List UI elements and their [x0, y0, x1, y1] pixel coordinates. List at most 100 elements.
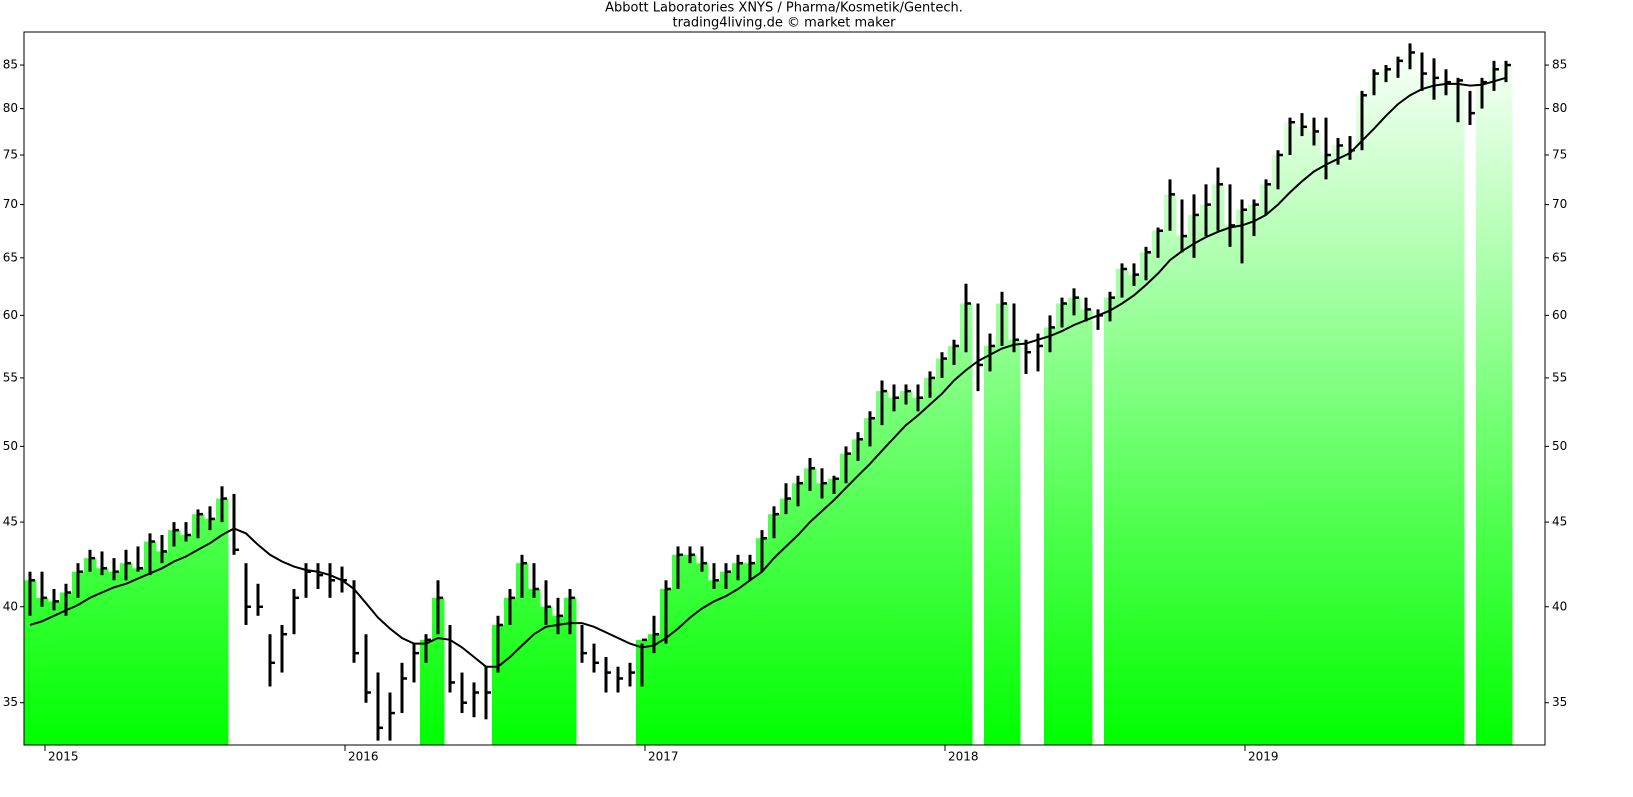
trend-fill: [996, 303, 1009, 745]
trend-fill: [204, 518, 217, 745]
y-tick-label-right: 65: [1552, 250, 1567, 264]
y-tick-label-right: 85: [1552, 58, 1567, 72]
trend-fill: [1500, 65, 1513, 746]
y-tick-label: 55: [3, 370, 18, 384]
x-tick-label: 2018: [948, 750, 979, 764]
trend-fill: [1164, 194, 1177, 746]
chart-title: Abbott Laboratories XNYS / Pharma/Kosmet…: [605, 1, 963, 16]
x-tick-label: 2017: [648, 750, 679, 764]
y-tick-label-right: 80: [1552, 101, 1567, 115]
y-tick-label: 70: [3, 197, 18, 211]
y-tick-label: 35: [3, 695, 18, 709]
trend-fill: [1116, 268, 1129, 745]
trend-fill: [84, 558, 97, 745]
trend-fill: [72, 571, 85, 745]
trend-fill: [888, 397, 901, 745]
trend-fill: [636, 639, 649, 745]
trend-fill: [804, 468, 817, 745]
trend-fill: [1176, 236, 1189, 745]
trend-fill: [1272, 154, 1285, 746]
y-tick-label-right: 35: [1552, 695, 1567, 709]
y-tick-label: 50: [3, 439, 18, 453]
trend-fill: [1128, 274, 1141, 745]
trend-fill: [1140, 252, 1153, 745]
trend-fill: [1356, 95, 1369, 746]
trend-fill: [840, 453, 853, 745]
trend-fill: [1056, 303, 1069, 745]
trend-fill: [1404, 52, 1417, 745]
trend-fill: [792, 483, 805, 745]
trend-fill: [1416, 73, 1429, 745]
trend-fill: [156, 551, 169, 745]
y-tick-label: 45: [3, 515, 18, 529]
trend-fill: [132, 568, 145, 745]
x-tick-label: 2016: [348, 750, 379, 764]
trend-fill: [420, 639, 433, 745]
trend-fill: [144, 541, 157, 745]
trend-fill: [432, 597, 445, 745]
y-tick-label-right: 60: [1552, 308, 1567, 322]
trend-fill: [852, 439, 865, 745]
trend-fill: [912, 397, 925, 745]
trend-fill: [1428, 77, 1441, 746]
trend-fill: [96, 568, 109, 745]
y-tick-label: 85: [3, 58, 18, 72]
trend-fill: [984, 345, 997, 745]
trend-fill: [1440, 82, 1453, 746]
trend-fill: [756, 538, 769, 745]
trend-fill: [696, 563, 709, 745]
moving-average: [29, 76, 1507, 668]
trend-fill: [684, 554, 697, 745]
trend-fill: [168, 530, 181, 745]
y-tick-label-right: 45: [1552, 515, 1567, 529]
trend-fill: [1320, 154, 1333, 746]
trend-fill: [1308, 131, 1321, 745]
trend-fill: [672, 554, 685, 745]
trend-fill: [1152, 230, 1165, 746]
trend-fill: [660, 589, 673, 745]
trend-fill: [120, 563, 133, 745]
trend-fill: [504, 597, 517, 745]
trend-fill: [564, 597, 577, 745]
trend-fill: [1392, 60, 1405, 745]
trend-fill: [720, 571, 733, 745]
trend-fill: [48, 601, 61, 745]
trend-fill: [780, 498, 793, 745]
trend-fill: [1212, 184, 1225, 745]
trend-fill: [1248, 204, 1261, 745]
trend-fill: [1236, 209, 1249, 745]
trend-fill: [1224, 225, 1237, 745]
y-tick-label: 80: [3, 101, 18, 115]
y-tick-label: 65: [3, 250, 18, 264]
x-tick-label: 2019: [1248, 750, 1279, 764]
y-tick-label: 40: [3, 599, 18, 613]
trend-fill: [924, 377, 937, 745]
trend-fill: [1344, 150, 1357, 746]
trend-fill: [1452, 80, 1465, 746]
trend-fill: [1104, 297, 1117, 745]
trend-fill: [1380, 69, 1393, 746]
y-tick-label: 75: [3, 147, 18, 161]
trend-fill: [1068, 297, 1081, 745]
trend-fill: [36, 597, 49, 745]
trend-fill: [528, 589, 541, 745]
trend-fill: [1296, 126, 1309, 745]
trend-fill: [60, 592, 73, 745]
y-tick-label-right: 40: [1552, 599, 1567, 613]
trend-fill: [108, 571, 121, 745]
trend-fill: [492, 624, 505, 745]
x-tick-label: 2015: [48, 750, 79, 764]
trend-fill: [1488, 69, 1501, 746]
trend-fill: [552, 615, 565, 745]
trend-fill: [180, 534, 193, 745]
trend-fill: [768, 514, 781, 745]
chart-subtitle: trading4living.de © market maker: [672, 16, 896, 31]
trend-fill: [1080, 309, 1093, 745]
trend-fill: [864, 418, 877, 745]
trend-fill: [216, 498, 229, 745]
trend-fill: [1044, 327, 1057, 745]
trend-fill: [948, 345, 961, 745]
trend-fill: [732, 563, 745, 745]
